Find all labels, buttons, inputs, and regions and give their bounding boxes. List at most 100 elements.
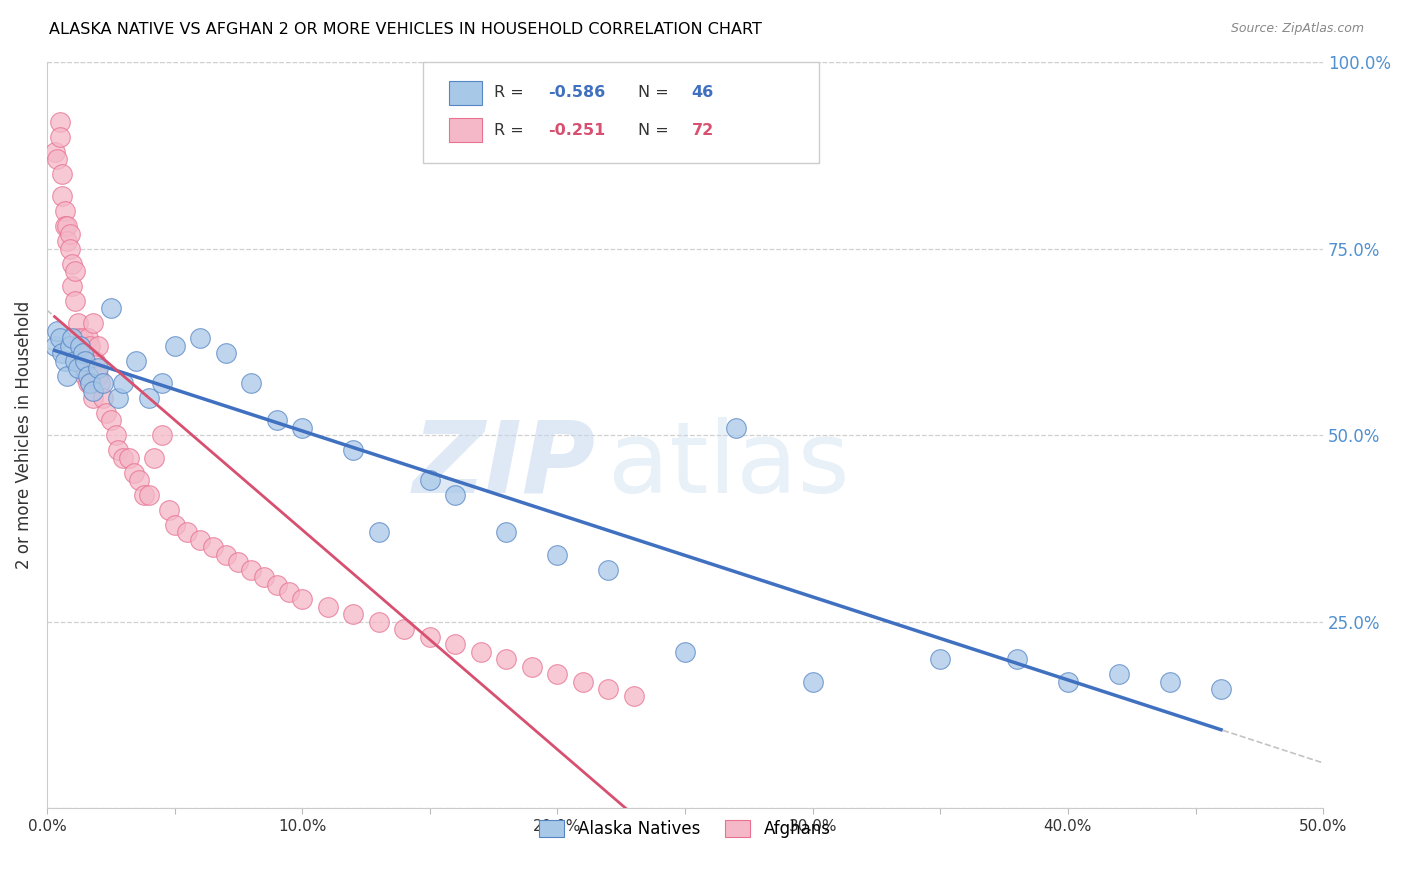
Text: N =: N = bbox=[638, 86, 673, 100]
Text: ALASKA NATIVE VS AFGHAN 2 OR MORE VEHICLES IN HOUSEHOLD CORRELATION CHART: ALASKA NATIVE VS AFGHAN 2 OR MORE VEHICL… bbox=[49, 22, 762, 37]
Point bbox=[150, 428, 173, 442]
Point bbox=[91, 391, 114, 405]
Point bbox=[44, 145, 66, 159]
Point bbox=[495, 525, 517, 540]
FancyBboxPatch shape bbox=[423, 62, 820, 163]
Point bbox=[89, 376, 111, 390]
Point bbox=[1057, 674, 1080, 689]
Point bbox=[278, 585, 301, 599]
Point bbox=[520, 659, 543, 673]
Point bbox=[188, 331, 211, 345]
Point bbox=[53, 204, 76, 219]
Point bbox=[75, 353, 97, 368]
Point bbox=[82, 316, 104, 330]
Point bbox=[63, 293, 86, 308]
Point bbox=[94, 406, 117, 420]
Point bbox=[63, 264, 86, 278]
Text: -0.586: -0.586 bbox=[548, 86, 606, 100]
Point bbox=[342, 443, 364, 458]
Point bbox=[291, 421, 314, 435]
Point bbox=[214, 346, 236, 360]
Point bbox=[51, 189, 73, 203]
Point bbox=[228, 555, 250, 569]
Point bbox=[240, 376, 263, 390]
Point bbox=[188, 533, 211, 547]
Point bbox=[82, 384, 104, 398]
Point bbox=[87, 361, 110, 376]
Text: R =: R = bbox=[494, 86, 529, 100]
Point bbox=[76, 331, 98, 345]
Text: R =: R = bbox=[494, 122, 529, 137]
Point bbox=[56, 234, 79, 248]
Point bbox=[69, 339, 91, 353]
Point bbox=[157, 503, 180, 517]
Point bbox=[546, 548, 568, 562]
Point bbox=[46, 324, 69, 338]
Point bbox=[673, 645, 696, 659]
Y-axis label: 2 or more Vehicles in Household: 2 or more Vehicles in Household bbox=[15, 301, 32, 569]
Text: ZIP: ZIP bbox=[413, 417, 596, 514]
Point bbox=[143, 450, 166, 465]
Point bbox=[163, 517, 186, 532]
Point bbox=[46, 152, 69, 166]
Point bbox=[112, 376, 135, 390]
Point bbox=[444, 488, 467, 502]
Point bbox=[138, 391, 160, 405]
Point bbox=[72, 346, 94, 360]
Point bbox=[84, 353, 107, 368]
Point bbox=[76, 376, 98, 390]
Point bbox=[419, 473, 441, 487]
Point bbox=[62, 257, 84, 271]
Point bbox=[79, 376, 101, 390]
Text: -0.251: -0.251 bbox=[548, 122, 606, 137]
Point bbox=[56, 368, 79, 383]
Point bbox=[91, 376, 114, 390]
Point bbox=[53, 353, 76, 368]
Point bbox=[87, 368, 110, 383]
Point bbox=[104, 428, 127, 442]
Point bbox=[470, 645, 492, 659]
Point bbox=[62, 331, 84, 345]
Point bbox=[801, 674, 824, 689]
Point bbox=[72, 353, 94, 368]
Text: 72: 72 bbox=[692, 122, 714, 137]
Point bbox=[107, 443, 129, 458]
Point bbox=[444, 637, 467, 651]
Point bbox=[291, 592, 314, 607]
Point bbox=[72, 331, 94, 345]
Point bbox=[75, 368, 97, 383]
Point bbox=[495, 652, 517, 666]
Point bbox=[100, 413, 122, 427]
Text: N =: N = bbox=[638, 122, 673, 137]
Point bbox=[79, 339, 101, 353]
Point bbox=[201, 540, 224, 554]
Point bbox=[150, 376, 173, 390]
Text: 46: 46 bbox=[692, 86, 714, 100]
Point bbox=[1108, 667, 1130, 681]
Point bbox=[75, 353, 97, 368]
Point bbox=[82, 391, 104, 405]
Text: atlas: atlas bbox=[609, 417, 851, 514]
Point bbox=[342, 607, 364, 622]
Point bbox=[266, 413, 288, 427]
Bar bbox=[449, 81, 482, 104]
Point bbox=[253, 570, 276, 584]
Point bbox=[66, 361, 89, 376]
Point bbox=[63, 353, 86, 368]
Bar bbox=[449, 118, 482, 142]
Point bbox=[132, 488, 155, 502]
Point bbox=[69, 339, 91, 353]
Point bbox=[1005, 652, 1028, 666]
Point bbox=[122, 466, 145, 480]
Point bbox=[112, 450, 135, 465]
Point bbox=[66, 316, 89, 330]
Point bbox=[87, 339, 110, 353]
Point bbox=[100, 301, 122, 316]
Point bbox=[419, 630, 441, 644]
Point bbox=[56, 219, 79, 234]
Point bbox=[367, 525, 389, 540]
Point bbox=[69, 353, 91, 368]
Point bbox=[125, 353, 148, 368]
Point bbox=[316, 599, 339, 614]
Point bbox=[48, 331, 70, 345]
